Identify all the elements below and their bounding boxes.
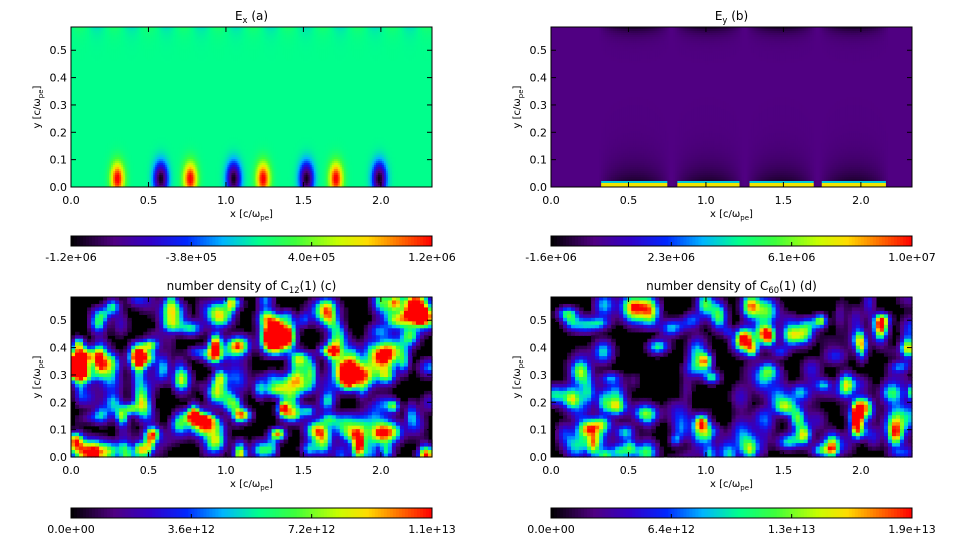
colorbar-label: 7.2e+12 — [288, 523, 335, 536]
colorbar-label: 3.6e+12 — [168, 523, 215, 536]
colorbar-d: 0.0e+00 6.4e+12 1.3e+13 1.9e+13 — [527, 508, 935, 536]
y-tick-label: 0.0 — [530, 181, 548, 194]
x-tick-label: 0.5 — [140, 194, 158, 207]
y-tick-label: 0.1 — [50, 154, 68, 167]
y-tick-label: 0.3 — [530, 99, 548, 112]
y-axis-label: y [c/ωpe] — [512, 85, 525, 128]
x-tick-label: 1.0 — [697, 464, 715, 477]
panel-b: 0.0 0.5 1.0 1.5 2.0 0.0 0.1 0.2 0.3 0.4 0.5 Ey (b) x… — [512, 9, 936, 264]
x-tick-label: 1.5 — [775, 194, 793, 207]
colorbar-label: 0.0e+00 — [527, 523, 574, 536]
colorbar-label: 4.0e+05 — [288, 251, 335, 264]
colorbar-c: 0.0e+00 3.6e+12 7.2e+12 1.1e+13 — [47, 508, 455, 536]
y-tick-label: 0.2 — [530, 396, 548, 409]
y-axis-label: y [c/ωpe] — [512, 355, 525, 398]
y-tick-label: 0.1 — [530, 424, 548, 437]
y-tick-label: 0.1 — [530, 154, 548, 167]
y-tick-label: 0.4 — [530, 72, 548, 85]
panel-a: 0.0 0.5 1.0 1.5 2.0 0.0 0.1 0.2 0.3 0.4 0.5 Ex (a) x… — [32, 9, 456, 264]
y-tick-label: 0.2 — [530, 126, 548, 139]
colorbar-b: -1.6e+06 2.3e+06 6.1e+06 1.0e+07 — [525, 236, 935, 264]
x-tick-label: 0.0 — [62, 464, 80, 477]
y-tick-label: 0.4 — [50, 342, 68, 355]
x-tick-label: 0.0 — [542, 194, 560, 207]
colorbar-label: 1.3e+13 — [768, 523, 815, 536]
heatmap-c — [71, 297, 433, 458]
chart-title: Ey (b) — [715, 9, 748, 25]
y-tick-label: 0.2 — [50, 396, 68, 409]
x-tick-label: 1.5 — [295, 194, 313, 207]
x-tick-label: 2.0 — [372, 194, 390, 207]
y-tick-label: 0.5 — [530, 314, 548, 327]
y-tick-label: 0.5 — [50, 314, 68, 327]
x-tick-label: 0.5 — [620, 194, 638, 207]
x-tick-label: 0.5 — [140, 464, 158, 477]
heatmap-d — [551, 297, 913, 458]
y-axis-label: y [c/ωpe] — [32, 355, 45, 398]
x-axis-label: x [c/ωpe] — [230, 209, 273, 222]
x-tick-label: 1.0 — [217, 194, 235, 207]
heatmap-a — [71, 27, 433, 188]
colorbar-label: -1.6e+06 — [525, 251, 576, 264]
x-axis-label: x [c/ωpe] — [230, 479, 273, 492]
y-tick-label: 0.2 — [50, 126, 68, 139]
x-axis-label: x [c/ωpe] — [710, 209, 753, 222]
x-tick-label: 2.0 — [372, 464, 390, 477]
y-tick-label: 0.0 — [50, 181, 68, 194]
y-axis-label: y [c/ωpe] — [32, 85, 45, 128]
colorbar-a: -1.2e+06 -3.8e+05 4.0e+05 1.2e+06 — [45, 236, 455, 264]
x-tick-label: 1.5 — [295, 464, 313, 477]
x-tick-label: 1.5 — [775, 464, 793, 477]
colorbar-label: 1.2e+06 — [408, 251, 455, 264]
x-tick-label: 2.0 — [852, 464, 870, 477]
y-tick-label: 0.4 — [50, 72, 68, 85]
y-tick-label: 0.3 — [50, 369, 68, 382]
y-tick-label: 0.3 — [50, 99, 68, 112]
y-tick-label: 0.5 — [50, 44, 68, 57]
chart-title: number density of C12(1) (c) — [167, 279, 337, 295]
colorbar-label: -1.2e+06 — [45, 251, 96, 264]
colorbar-label: 2.3e+06 — [648, 251, 695, 264]
x-tick-label: 0.5 — [620, 464, 638, 477]
x-tick-label: 2.0 — [852, 194, 870, 207]
chart-title: number density of C60(1) (d) — [646, 279, 817, 295]
y-tick-label: 0.0 — [530, 451, 548, 464]
heatmap-b — [551, 27, 913, 188]
x-tick-label: 1.0 — [697, 194, 715, 207]
x-tick-label: 1.0 — [217, 464, 235, 477]
colorbar-label: 6.4e+12 — [648, 523, 695, 536]
x-axis-label: x [c/ωpe] — [710, 479, 753, 492]
panel-d: 0.0 0.5 1.0 1.5 2.0 0.0 0.1 0.2 0.3 0.4 0.5 number … — [512, 279, 936, 536]
y-tick-label: 0.0 — [50, 451, 68, 464]
x-tick-label: 0.0 — [542, 464, 560, 477]
colorbar-label: 1.9e+13 — [888, 523, 935, 536]
y-tick-label: 0.4 — [530, 342, 548, 355]
colorbar-label: 1.0e+07 — [888, 251, 935, 264]
colorbar-label: -3.8e+05 — [166, 251, 217, 264]
panel-c: 0.0 0.5 1.0 1.5 2.0 0.0 0.1 0.2 0.3 0.4 0.5 number … — [32, 279, 456, 536]
colorbar-label: 1.1e+13 — [408, 523, 455, 536]
colorbar-label: 0.0e+00 — [47, 523, 94, 536]
y-tick-label: 0.1 — [50, 424, 68, 437]
x-tick-label: 0.0 — [62, 194, 80, 207]
chart-title: Ex (a) — [235, 9, 268, 25]
colorbar-label: 6.1e+06 — [768, 251, 815, 264]
y-tick-label: 0.3 — [530, 369, 548, 382]
y-tick-label: 0.5 — [530, 44, 548, 57]
